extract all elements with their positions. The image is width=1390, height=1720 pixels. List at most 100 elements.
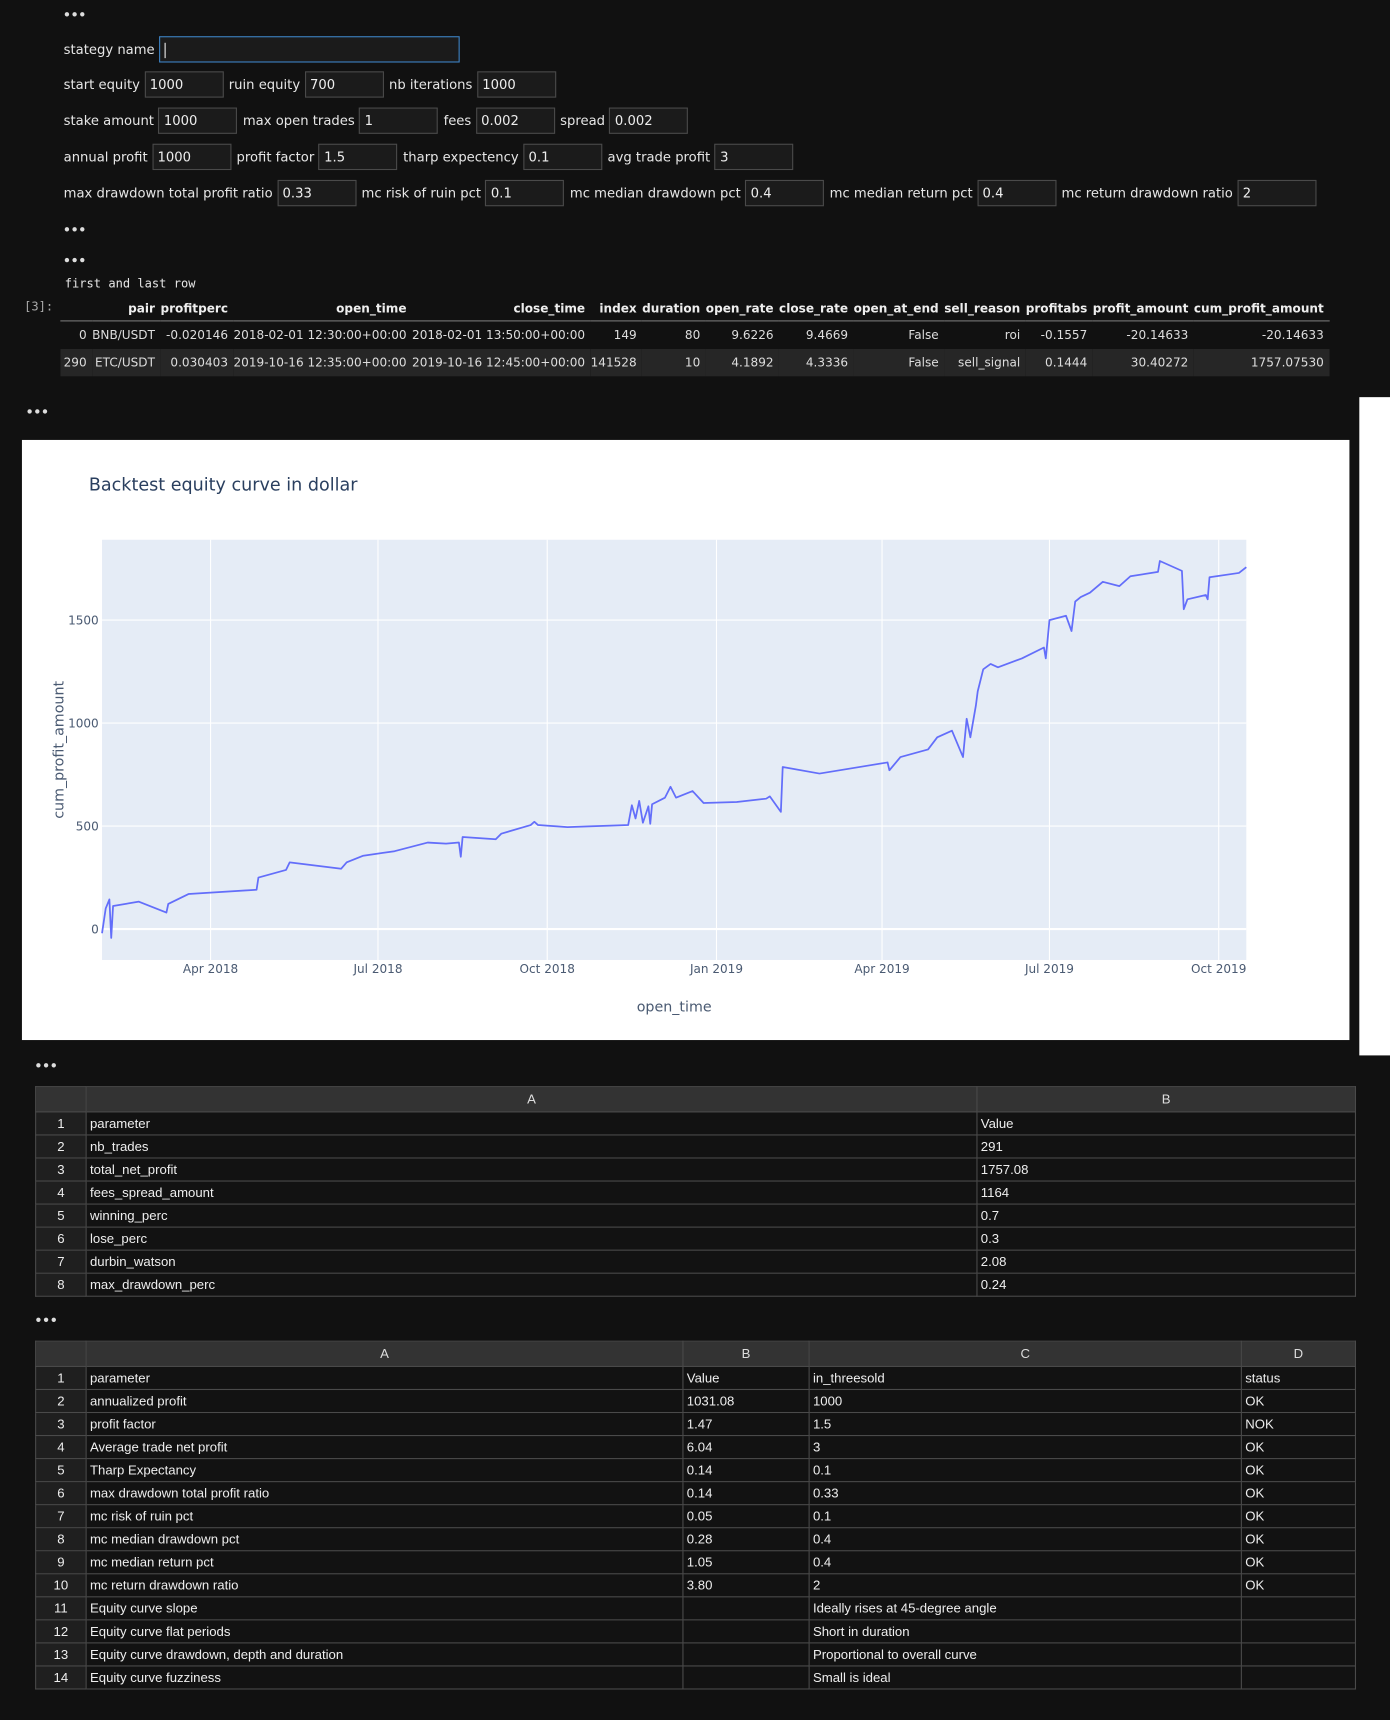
spreadsheet: A B 1 parameter Value 2 nb_trades 291 3 total_net…: [35, 1086, 1357, 1297]
sheet-row: 13 Equity curve drawdown, depth and durat…: [35, 1642, 1357, 1667]
column-header: close_rate: [779, 296, 854, 322]
sheet-row: 5 Tharp Expectancy 0.14 0.1 OK: [35, 1458, 1357, 1483]
x-tick-label: Jan 2019: [689, 962, 743, 976]
cell: BNB/USDT: [92, 328, 155, 343]
cell: Value: [976, 1111, 1357, 1136]
cell: 4.3336: [779, 348, 854, 377]
header-row: pair profitperc open_time close_time index du…: [60, 296, 1330, 322]
cell: 0.14: [682, 1458, 810, 1483]
cell: 9.6226: [731, 328, 774, 343]
field-label: stategy name: [63, 41, 155, 58]
cell: Tharp Expectancy: [85, 1458, 684, 1483]
cell: -20.14633: [1261, 328, 1324, 343]
cell: 0.24: [976, 1272, 1357, 1297]
cell: fees_spread_amount: [85, 1180, 978, 1205]
text-input[interactable]: 0.1: [485, 179, 565, 207]
text-input[interactable]: 1000: [152, 143, 232, 171]
text-input[interactable]: 0.1: [523, 143, 603, 171]
cell: -0.1557: [1040, 328, 1088, 343]
cell: winning_perc: [85, 1203, 978, 1228]
field-label: max open trades: [242, 113, 355, 129]
collapsed-indicator[interactable]: [26, 407, 55, 416]
row-number: 6: [35, 1481, 87, 1506]
cell: 6.04: [682, 1435, 810, 1460]
y-tick-label: 0: [91, 922, 99, 936]
row-number: 11: [35, 1596, 87, 1621]
row-number: 7: [35, 1504, 87, 1529]
collapsed-indicator[interactable]: [64, 225, 93, 234]
collapsed-indicator[interactable]: [64, 256, 93, 265]
text-input[interactable]: 1000: [144, 71, 224, 98]
form-row: start equity 1000 ruin equity 700 nb iterati…: [64, 71, 557, 98]
cell: 2019-10-16 12:45:00+00:00: [412, 348, 591, 377]
row-index: 0: [78, 328, 87, 343]
row-number: 12: [35, 1619, 87, 1644]
text-input[interactable]: 0.4: [977, 179, 1057, 207]
text-input[interactable]: 1: [359, 107, 439, 134]
row-number: 2: [35, 1388, 87, 1414]
field-label: tharp expectency: [403, 149, 519, 165]
chart-title: Backtest equity curve in dollar: [89, 475, 358, 495]
collapsed-indicator[interactable]: [64, 10, 93, 19]
y-tick-label: 500: [76, 819, 99, 833]
cell: total_net_profit: [85, 1157, 978, 1182]
sheet-row: 8 max_drawdown_perc 0.24: [35, 1272, 1357, 1297]
row-number: 10: [35, 1573, 87, 1598]
sheet-row: 3 profit factor 1.47 1.5 NOK: [35, 1411, 1357, 1437]
cell: 2018-02-01 12:30:00+00:00: [233, 328, 407, 343]
cell: mc median drawdown pct: [85, 1527, 684, 1552]
field-label: annual profit: [63, 149, 148, 165]
cell: -20.14633: [1126, 328, 1189, 343]
cell: 80: [684, 328, 701, 343]
collapsed-indicator[interactable]: [35, 1061, 64, 1070]
row-number: 9: [35, 1550, 87, 1575]
text-input[interactable]: 700: [304, 71, 384, 98]
text-input[interactable]: 0.002: [475, 107, 555, 134]
cell: 0.1: [808, 1458, 1242, 1483]
sheet-row: 1 parameter Value: [35, 1111, 1357, 1136]
cell: 1000: [808, 1388, 1242, 1414]
form-row: stake amount 1000 max open trades 1 fees 0.00…: [63, 107, 690, 134]
cell: Short in duration: [808, 1619, 1242, 1644]
cell: 1757.08: [976, 1157, 1357, 1182]
cell: OK: [1240, 1527, 1357, 1552]
cell: [1240, 1665, 1357, 1690]
cell: 141528: [590, 348, 643, 377]
field-label: stake amount: [63, 113, 154, 129]
text-input[interactable]: 1000: [476, 71, 556, 98]
x-axis-title: open_time: [637, 1000, 712, 1016]
cell: lose_perc: [85, 1226, 978, 1251]
dataframe: pair profitperc open_time close_time index du…: [60, 296, 1330, 377]
row-number: 7: [35, 1249, 87, 1274]
cell: 149: [613, 328, 637, 343]
text-input[interactable]: 0.4: [745, 179, 825, 207]
field-label: nb iterations: [388, 76, 473, 93]
row-number: 3: [35, 1411, 87, 1437]
sheet-row: 8 mc median drawdown pct 0.28 0.4 OK: [35, 1527, 1357, 1552]
corner-cell: [35, 1340, 87, 1367]
text-input[interactable]: 0.002: [609, 107, 689, 134]
sheet-row: 6 lose_perc 0.3: [35, 1226, 1357, 1251]
cell: OK: [1240, 1388, 1357, 1414]
text-input[interactable]: 1000: [158, 107, 238, 134]
x-tick-label: Jul 2019: [1024, 962, 1074, 976]
text-input[interactable]: 3: [714, 143, 794, 171]
text-input[interactable]: [159, 36, 460, 63]
text-input[interactable]: 2: [1237, 179, 1317, 207]
cell: 0.030403: [160, 348, 234, 377]
cell: 0.28: [682, 1527, 810, 1552]
cell: Proportional to overall curve: [808, 1642, 1242, 1667]
collapsed-indicator[interactable]: [35, 1315, 64, 1324]
sheet-row: 9 mc median return pct 1.05 0.4 OK: [35, 1550, 1357, 1575]
column-header: D: [1240, 1340, 1357, 1367]
x-tick-label: Oct 2018: [520, 962, 575, 976]
text-input[interactable]: 0.33: [277, 179, 357, 207]
cell: 2.08: [976, 1249, 1357, 1274]
x-tick-label: Oct 2019: [1191, 962, 1246, 976]
row-number: 8: [35, 1527, 87, 1552]
text-input[interactable]: 1.5: [318, 143, 398, 171]
column-header: profitperc: [160, 296, 234, 322]
cell: OK: [1240, 1573, 1357, 1598]
cell: Equity curve drawdown, depth and duratio…: [85, 1642, 684, 1667]
cell: Equity curve flat periods: [85, 1619, 684, 1644]
